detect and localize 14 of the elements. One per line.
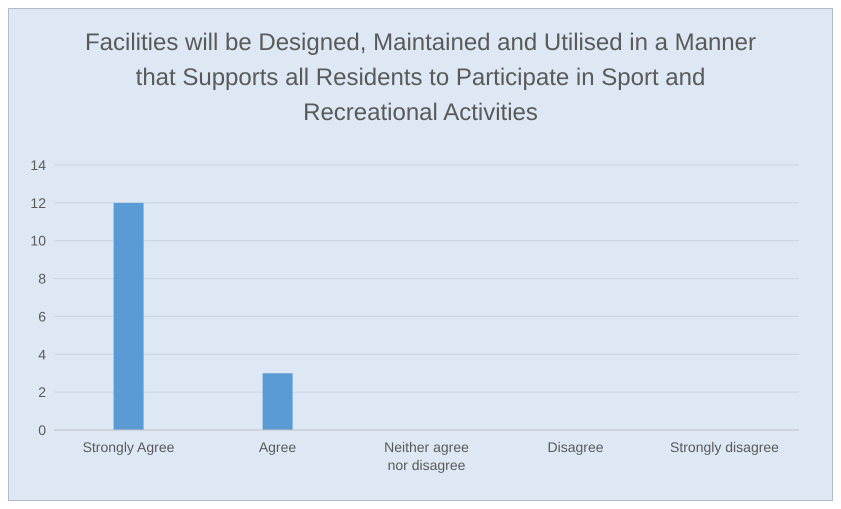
x-tick-label: Neither agree nor disagree	[384, 439, 470, 473]
y-tick-label: 14	[30, 156, 46, 173]
y-tick-label: 12	[30, 194, 46, 211]
x-tick-label: Agree	[258, 439, 296, 455]
y-tick-label: 6	[38, 308, 46, 324]
x-tick-label: Strongly disagree	[670, 439, 780, 455]
y-tick-label: 8	[38, 270, 46, 287]
chart-title: Facilities will be Designed, Maintained and Utilised in a Manner that Supports all Residents to Participate in Sport and Recreational Activities	[84, 28, 757, 128]
y-tick-label: 10	[30, 232, 46, 249]
y-tick-label: 2	[38, 384, 46, 400]
y-tick-label: 4	[38, 346, 46, 362]
x-tick-label: Strongly Agree	[82, 439, 175, 455]
x-tick-label: Disagree	[547, 439, 604, 455]
y-tick-label: 0	[38, 422, 46, 438]
